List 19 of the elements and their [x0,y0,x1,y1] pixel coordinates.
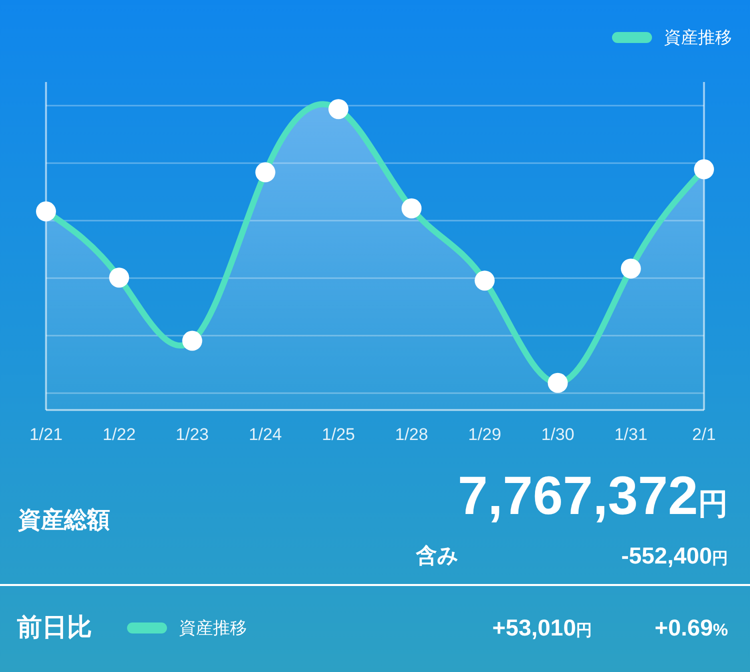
text: +0.69% [654,614,728,640]
text: 含み [416,544,459,568]
x-tick-label: 2/1 [692,425,716,444]
x-tick-label: 1/22 [102,425,136,444]
text: -552,400円 [621,542,728,568]
text: 資産総額 [18,506,110,532]
x-tick-label: 1/23 [176,425,209,444]
x-tick-label: 1/30 [541,425,574,444]
text: 前日比 [17,614,92,642]
x-tick-label: 1/31 [614,425,648,444]
text: 7,767,372円 [458,466,728,526]
x-tick-label: 1/29 [468,425,502,444]
x-tick-label: 1/21 [29,425,63,444]
x-tick-label: 1/24 [248,425,282,444]
text: 資産推移 [179,618,247,638]
text: +53,010円 [492,614,592,640]
x-tick-label: 1/28 [395,425,428,444]
legend-label: 資産推移 [664,27,732,49]
x-tick-label: 1/25 [322,425,355,444]
